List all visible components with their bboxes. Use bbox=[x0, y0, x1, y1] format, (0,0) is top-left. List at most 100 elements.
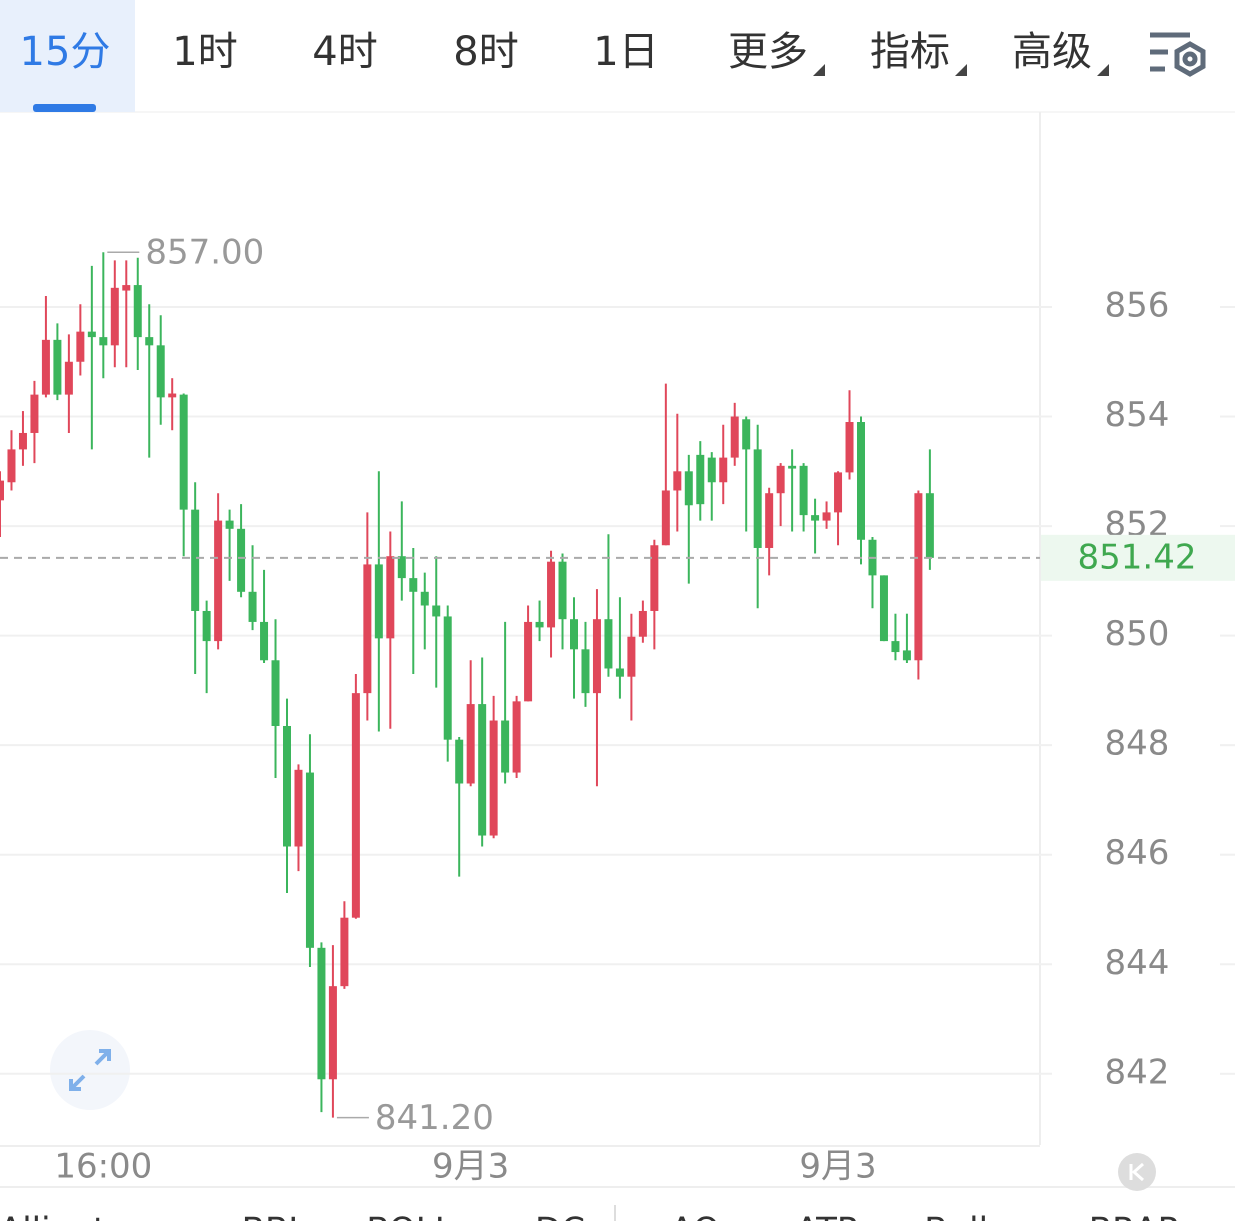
candle-body bbox=[776, 465, 785, 494]
collapse-bg bbox=[1118, 1153, 1156, 1191]
x-tick-label: 9月3 bbox=[432, 1147, 509, 1187]
indicator-tab[interactable]: BRAR bbox=[1089, 1211, 1181, 1221]
tab[interactable]: 4时 bbox=[312, 29, 377, 75]
candle-body bbox=[455, 739, 464, 784]
annotation-label: 857.00 bbox=[145, 233, 264, 273]
candle-body bbox=[30, 394, 39, 433]
collapse-button[interactable] bbox=[1118, 1153, 1156, 1191]
candle-body bbox=[707, 457, 716, 483]
candle-body bbox=[730, 416, 739, 458]
tab[interactable]: 更多 bbox=[728, 29, 825, 76]
indicator-tab[interactable]: BOLL bbox=[366, 1211, 453, 1221]
candle-body bbox=[524, 621, 533, 702]
dropdown-caret bbox=[1097, 64, 1109, 76]
candle-body bbox=[305, 772, 314, 948]
candle-body bbox=[879, 575, 888, 642]
tab-label: 高级 bbox=[1012, 29, 1092, 75]
candle-body bbox=[891, 641, 900, 653]
candle-body bbox=[283, 725, 291, 847]
annotation-label: 841.20 bbox=[375, 1098, 494, 1138]
icon-dot bbox=[1182, 51, 1198, 67]
indicator-tab[interactable]: Alligator bbox=[0, 1211, 141, 1221]
tab[interactable]: 高级 bbox=[1012, 29, 1109, 76]
candle-body bbox=[661, 490, 670, 546]
tab-highlight bbox=[0, 0, 135, 112]
candle-body bbox=[18, 432, 27, 450]
candle-body bbox=[547, 561, 556, 628]
expand-button[interactable] bbox=[50, 1030, 130, 1110]
candle-body bbox=[156, 345, 165, 398]
candle-body bbox=[512, 701, 521, 773]
candle-body bbox=[811, 515, 820, 521]
candle-body bbox=[478, 704, 487, 836]
candle-body bbox=[145, 337, 154, 346]
candle-body bbox=[87, 331, 96, 338]
candle-body bbox=[363, 564, 372, 694]
candle-body bbox=[581, 649, 590, 694]
candle-body bbox=[168, 393, 177, 398]
indicator-tab[interactable]: DC bbox=[535, 1211, 585, 1221]
candle-body bbox=[673, 471, 682, 491]
indicator-tab[interactable]: ATR bbox=[795, 1211, 860, 1221]
candle-body bbox=[64, 361, 73, 395]
candle-body bbox=[7, 449, 16, 483]
tab[interactable]: 8时 bbox=[453, 29, 518, 75]
indicator-tab[interactable]: AO bbox=[670, 1211, 719, 1221]
candle-body bbox=[902, 650, 911, 661]
candle-body bbox=[237, 528, 246, 592]
candle-body bbox=[191, 509, 200, 611]
tab[interactable]: 1时 bbox=[172, 29, 237, 75]
y-tick-label: 856 bbox=[1105, 285, 1170, 325]
candle-body bbox=[133, 285, 142, 338]
candle-body bbox=[53, 339, 62, 395]
candle-body bbox=[328, 986, 337, 1080]
candle-body bbox=[615, 668, 624, 677]
candle-body bbox=[684, 471, 693, 506]
candle-body bbox=[638, 610, 647, 637]
candle-body bbox=[570, 619, 578, 650]
settings-icon[interactable] bbox=[1150, 32, 1206, 77]
expand-arrows bbox=[69, 1049, 111, 1091]
candle-body bbox=[558, 561, 567, 620]
tab-label: 1时 bbox=[172, 29, 237, 75]
candle-body bbox=[788, 465, 797, 469]
indicator-tab[interactable]: Bulls bbox=[924, 1211, 1005, 1221]
candle-body bbox=[76, 331, 85, 362]
candle-body bbox=[765, 493, 774, 548]
y-tick-label: 854 bbox=[1105, 395, 1170, 435]
x-tick-label: 9月3 bbox=[799, 1147, 876, 1187]
candle-body bbox=[271, 660, 280, 726]
tab-label: 1日 bbox=[593, 29, 658, 75]
candle-body bbox=[374, 564, 383, 639]
candle-body bbox=[432, 605, 441, 617]
candle-body bbox=[925, 493, 934, 558]
y-tick-label: 844 bbox=[1105, 943, 1170, 983]
tab-label: 4时 bbox=[312, 29, 377, 75]
candle-body bbox=[386, 556, 395, 639]
candle-body bbox=[420, 591, 429, 606]
tab-label: 15分 bbox=[20, 29, 111, 75]
candle-body bbox=[650, 545, 659, 611]
tab[interactable]: 1日 bbox=[593, 29, 658, 75]
candle-body bbox=[351, 693, 360, 918]
candle-body bbox=[248, 591, 257, 622]
icon-hex bbox=[1174, 41, 1206, 77]
collapse-icon bbox=[1129, 1162, 1144, 1182]
indicator-tab[interactable]: BBI bbox=[242, 1211, 299, 1221]
candle-body bbox=[489, 720, 498, 836]
tab[interactable]: 指标 bbox=[870, 29, 967, 76]
candle-body bbox=[696, 454, 705, 505]
candle-body bbox=[719, 457, 728, 483]
candle-body bbox=[409, 578, 418, 592]
candle-body bbox=[592, 619, 601, 694]
candle-body bbox=[260, 621, 269, 661]
tab[interactable]: 15分 bbox=[0, 0, 135, 112]
candle-body bbox=[443, 616, 452, 740]
y-tick-label: 846 bbox=[1105, 833, 1170, 873]
last-price-bg bbox=[1041, 534, 1235, 581]
expand-bg bbox=[50, 1030, 130, 1110]
tab-label: 8时 bbox=[453, 29, 518, 75]
candle-body bbox=[214, 520, 223, 642]
candle-body bbox=[501, 720, 510, 773]
